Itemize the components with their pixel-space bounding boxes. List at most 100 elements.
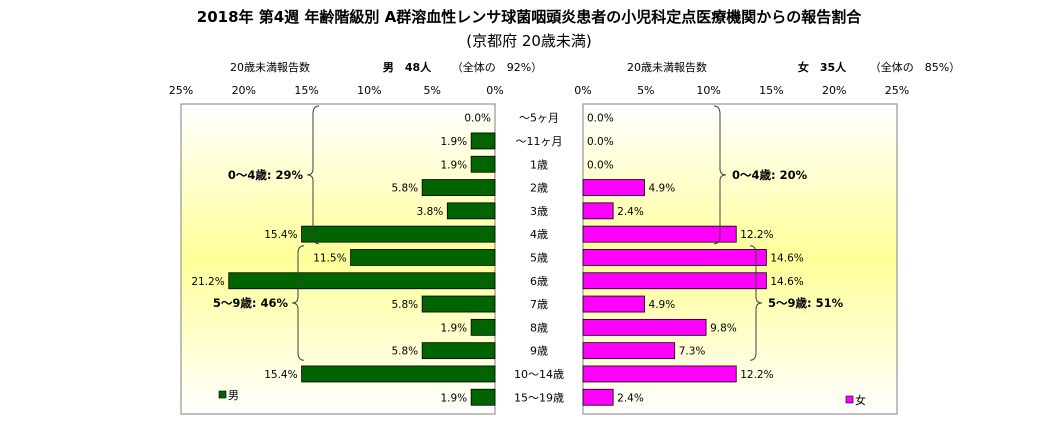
female-data-label: 7.3% [679,346,706,358]
right-tick-label: 0% [574,84,591,97]
female-bar [582,295,645,313]
male-data-label: 15.4% [264,229,297,241]
male-data-label: 1.9% [440,322,467,334]
female-data-label: 4.9% [649,299,676,311]
male-bar [470,155,496,173]
category-label: 9歳 [530,345,548,358]
female-data-label: 14.6% [770,252,803,264]
female-data-labels: 0.0% 0.0% 0.0% 4.9% 2.4% 12.2% 14.6% 14.6% 4.9% 9… [587,113,804,405]
male-bar [470,132,496,150]
male-bar [421,342,496,360]
right-axis-ticks: 0% 5% 10% 15% 20% 25% [574,84,909,97]
male-data-label: 5.8% [391,346,418,358]
male-legend-swatch [218,390,227,399]
female-legend-label: 女 [855,393,866,407]
female-age-annotation: 0～4歳: 20% [732,168,808,182]
category-label: 6歳 [530,275,548,288]
female-data-label: 14.6% [770,276,803,288]
male-data-label: 5.8% [391,299,418,311]
male-data-label: 1.9% [440,136,467,148]
category-label: 7歳 [530,298,548,311]
male-legend: 男 [218,389,239,402]
male-bar [470,388,496,406]
male-data-label: 15.4% [264,369,297,381]
category-label: ～5ヶ月 [519,112,559,125]
age-group-annotations: 0～4歳: 29% 5～9歳: 46% 0～4歳: 20% 5～9歳: 51% [213,105,844,361]
category-label: 5歳 [530,251,548,264]
category-label: 2歳 [530,182,548,195]
female-data-label: 9.8% [710,322,737,334]
male-data-label: 0.0% [464,113,491,125]
female-bar [582,179,645,196]
category-label: 4歳 [530,228,548,241]
female-age-brace [749,245,763,361]
female-data-label: 0.0% [587,159,614,171]
female-age-annotation: 5～9歳: 51% [768,296,844,310]
male-age-brace [306,105,320,245]
female-bar [582,202,614,220]
female-bar [582,388,614,406]
male-data-labels: 0.0% 1.9% 1.9% 5.8% 3.8% 15.4% 11.5% 21.2% 5.8% 1… [191,113,491,405]
category-label: 15～19歳 [514,391,564,404]
left-header-share: （全体の 92%） [452,60,542,74]
female-series [582,179,767,406]
female-bar [582,365,737,383]
right-tick-label: 5% [637,84,654,97]
right-tick-label: 10% [696,84,720,97]
male-age-annotation: 0～4歳: 29% [228,168,304,182]
male-data-label: 1.9% [440,392,467,404]
female-data-label: 12.2% [740,369,773,381]
female-data-label: 4.9% [649,183,676,195]
category-label: 8歳 [530,321,548,334]
category-label: ～11ヶ月 [516,135,563,148]
left-tick-label: 20% [232,84,256,97]
female-data-label: 0.0% [587,136,614,148]
left-header-label: 20歳未満報告数 [230,61,310,74]
category-label: 1歳 [530,158,548,171]
male-bar [421,179,496,196]
male-bar [470,318,496,336]
female-bar [582,318,707,336]
left-axis-ticks: 25% 20% 15% 10% 5% 0% [169,84,504,97]
male-bar [446,202,496,220]
female-data-label: 0.0% [587,113,614,125]
female-bar [582,225,737,243]
male-data-label: 5.8% [391,183,418,195]
category-labels: ～5ヶ月 ～11ヶ月 1歳 2歳 3歳 4歳 5歳 6歳 7歳 8歳 9歳 10～14歳 15～19歳 [514,112,564,405]
male-age-brace [291,245,305,361]
female-data-label: 2.4% [617,392,644,404]
left-header-count: 男 48人 [383,60,432,74]
right-header-share: （全体の 85%） [870,60,960,74]
female-bar [582,249,767,266]
male-series [228,132,496,406]
male-data-label: 3.8% [417,206,444,218]
female-data-label: 2.4% [617,206,644,218]
left-tick-label: 25% [169,84,193,97]
female-bar [582,272,767,290]
male-bar [228,272,496,290]
category-label: 10～14歳 [514,368,564,381]
right-header-count: 女 35人 [798,60,847,74]
left-tick-label: 5% [423,84,440,97]
right-tick-label: 25% [885,84,909,97]
female-bar [582,342,676,360]
left-tick-label: 15% [294,84,318,97]
female-legend: 女 [845,393,866,407]
male-bar [301,365,496,383]
chart-subtitle: (京都府 20歳未満) [466,32,592,50]
left-tick-label: 10% [357,84,381,97]
chart-title: 2018年 第4週 年齢階級別 A群溶血性レンサ球菌咽頭炎患者の小児科定点医療機… [197,8,862,26]
male-bar [350,249,496,266]
right-tick-label: 15% [759,84,783,97]
male-data-label: 11.5% [313,252,346,264]
female-age-brace [713,105,727,245]
male-bar [301,225,496,243]
left-tick-label: 0% [486,84,503,97]
right-tick-label: 20% [822,84,846,97]
male-data-label: 1.9% [440,159,467,171]
male-data-label: 21.2% [191,276,224,288]
male-legend-label: 男 [228,389,239,402]
female-data-label: 12.2% [740,229,773,241]
male-bar [421,295,496,313]
